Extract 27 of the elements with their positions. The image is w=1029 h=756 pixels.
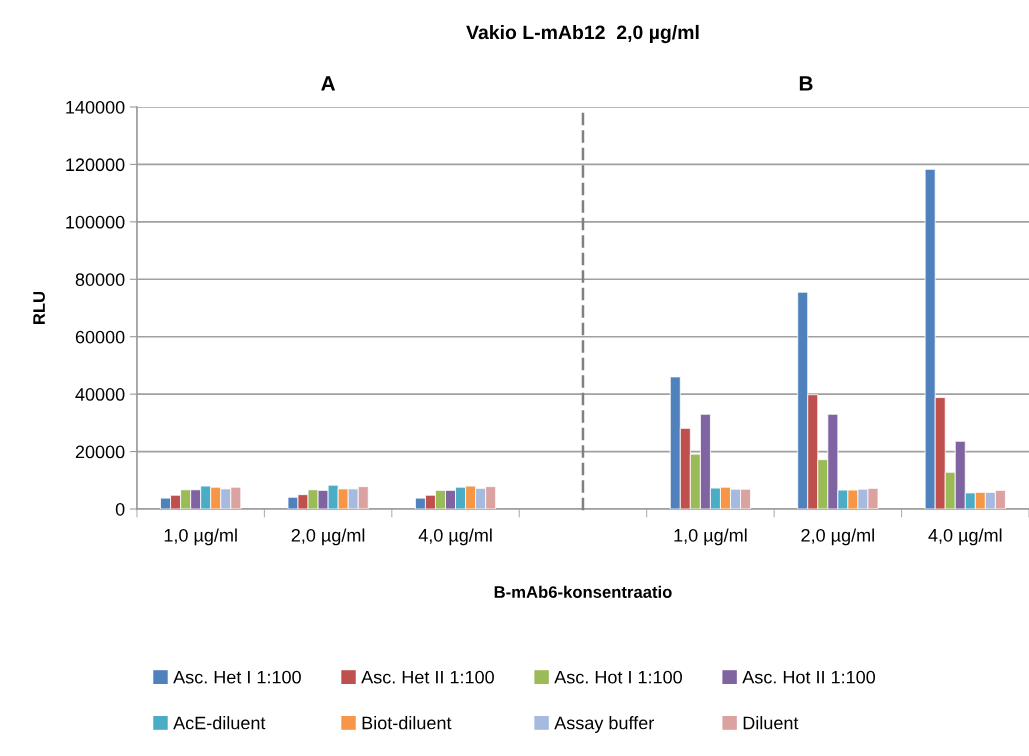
legend-label: Asc. Hot I 1:100 (554, 670, 682, 684)
x-tick-label: 2,0 µg/ml (801, 528, 874, 546)
y-tick-label: 120000 (66, 158, 125, 172)
legend-label: Diluent (743, 716, 799, 730)
legend-label: Asc. Het II 1:100 (361, 670, 494, 684)
y-tick-label: 80000 (75, 273, 125, 286)
x-tick-label: 1,0 µg/ml (164, 528, 237, 546)
legend-label: Assay buffer (554, 716, 654, 733)
chart-subtitle: A (321, 76, 336, 91)
y-tick-label: 60000 (75, 330, 125, 344)
x-tick-label: 4,0 µg/ml (928, 528, 1002, 546)
legend-label: Asc. Het I 1:100 (173, 670, 301, 684)
y-tick-label: 40000 (75, 388, 125, 401)
legend-label: Asc. Hot II 1:100 (742, 670, 876, 684)
chart-subtitle: B (799, 76, 813, 91)
x-tick-label: 2,0 µg/ml (291, 528, 365, 546)
x-axis-title: B-mAb6-konsentraatio (494, 585, 672, 598)
legend-label: Biot-diluent (362, 716, 452, 730)
y-axis-title: RLU (33, 291, 45, 325)
legend-label: AcE-diluent (173, 716, 266, 730)
chart-title: Vakio L-mAb12 2,0 µg/ml (466, 24, 699, 44)
y-tick-label: 100000 (66, 215, 125, 229)
y-tick-label: 0 (115, 502, 125, 516)
x-tick-label: 4,0 µg/ml (418, 528, 492, 546)
y-tick-label: 140000 (66, 100, 125, 114)
x-tick-label: 1,0 µg/ml (674, 528, 747, 546)
y-tick-label: 20000 (75, 445, 125, 459)
